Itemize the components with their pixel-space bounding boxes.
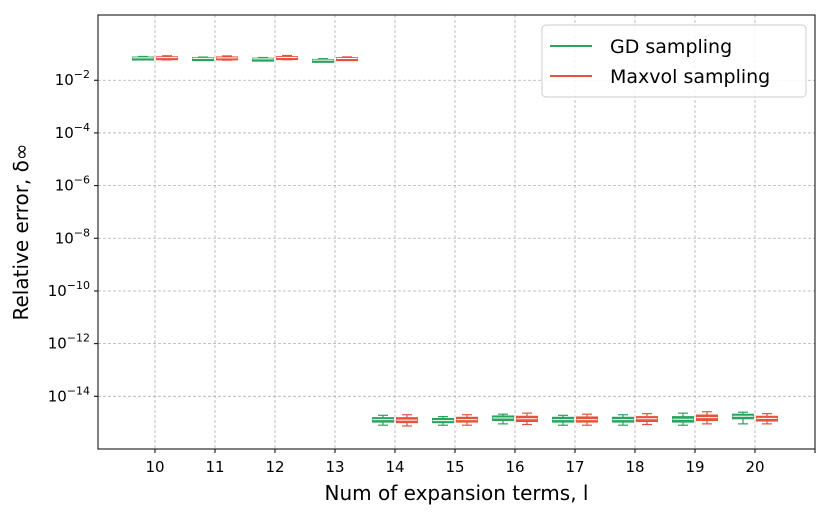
gd-box	[492, 413, 514, 425]
plot-frame	[97, 14, 816, 450]
maxvol-box	[636, 413, 658, 426]
gd-box	[252, 56, 274, 62]
y-tick-label: 10−4	[55, 121, 90, 142]
gd-box	[612, 414, 634, 426]
y-tick-label: 10−6	[55, 174, 90, 195]
x-tick-label: 20	[745, 458, 764, 476]
x-tick-label: 11	[205, 458, 224, 476]
maxvol-box	[396, 414, 418, 427]
box-body	[336, 57, 358, 62]
maxvol-box	[576, 413, 598, 426]
maxvol-box	[156, 55, 178, 61]
legend-label-maxvol: Maxvol sampling	[610, 66, 770, 88]
box-body	[276, 56, 298, 61]
y-tick-label: 10−14	[48, 384, 90, 405]
y-tick-label: 10−10	[48, 279, 90, 300]
y-tick-label: 10−2	[55, 68, 90, 89]
gd-box	[672, 412, 694, 426]
legend-label-gd: GD sampling	[610, 36, 732, 58]
maxvol-box	[336, 56, 358, 62]
maxvol-box	[696, 411, 718, 425]
maxvol-box	[216, 55, 238, 61]
box-body	[312, 58, 334, 63]
box-body	[216, 56, 238, 61]
x-tick-label: 12	[265, 458, 284, 476]
x-tick-label: 15	[445, 458, 464, 476]
x-axis-label: Num of expansion terms, l	[325, 481, 589, 505]
maxvol-box	[276, 54, 298, 61]
plot-series	[132, 54, 778, 427]
ticks: 10−14 10−12 10−10 10−8 10−6 10−4 10−2 10 11 12 13 1…	[48, 68, 816, 476]
box-body	[192, 57, 214, 62]
gd-box	[192, 56, 214, 62]
maxvol-box	[456, 414, 478, 426]
gd-box	[552, 414, 574, 426]
box-body	[132, 56, 154, 61]
maxvol-box	[516, 412, 538, 426]
maxvol-box	[756, 413, 778, 425]
gd-box	[432, 415, 454, 426]
gd-box	[132, 55, 154, 61]
gd-box	[732, 411, 754, 425]
y-axis-label: Relative error, δ∞	[9, 143, 33, 320]
box-body	[252, 57, 274, 62]
x-tick-label: 14	[385, 458, 404, 476]
box-body	[156, 56, 178, 61]
x-tick-label: 16	[505, 458, 524, 476]
x-tick-label: 18	[625, 458, 644, 476]
x-tick-label: 17	[565, 458, 584, 476]
gd-box	[372, 414, 394, 426]
legend-box	[541, 24, 807, 98]
x-tick-label: 13	[325, 458, 344, 476]
legend: GD sampling Maxvol sampling	[541, 24, 807, 98]
x-tick-label: 10	[145, 458, 164, 476]
y-tick-label: 10−12	[48, 332, 90, 353]
gd-box	[312, 58, 334, 63]
y-tick-label: 10−8	[55, 226, 90, 247]
x-tick-label: 19	[685, 458, 704, 476]
